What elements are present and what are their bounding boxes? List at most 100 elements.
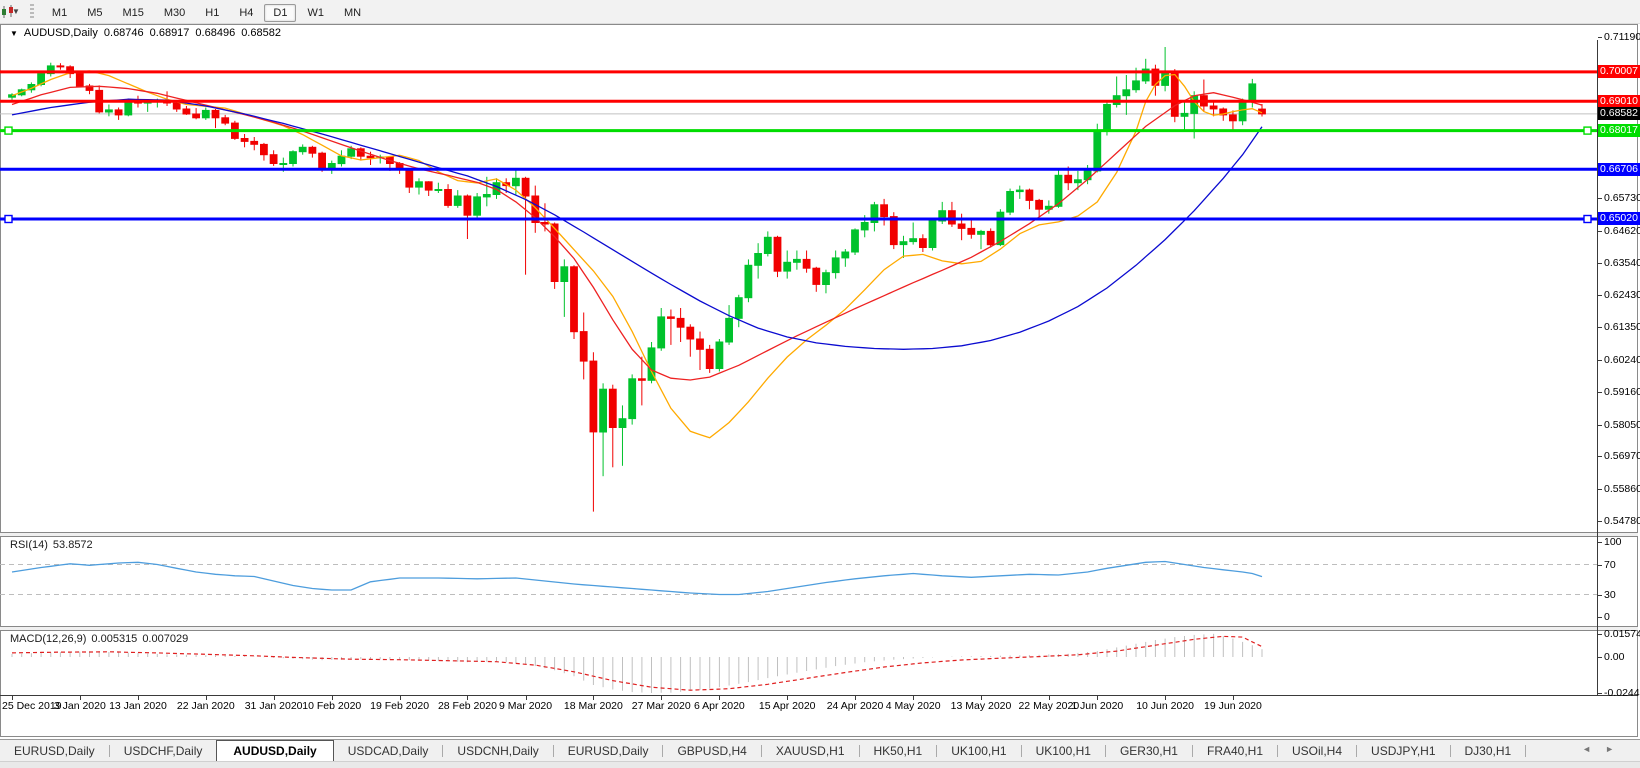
- price-tick-mark: [1598, 198, 1602, 200]
- date-tick-mark: [1097, 696, 1099, 700]
- date-tick-label: 10 Jun 2020: [1136, 700, 1195, 712]
- tab-eurusd-daily[interactable]: EURUSD,Daily: [567, 744, 649, 758]
- date-tick-label: 13 Jan 2020: [109, 700, 167, 712]
- ohlc-high: 0.68917: [149, 27, 190, 39]
- tab-audusd-daily[interactable]: AUDUSD,Daily: [216, 740, 334, 763]
- date-tick-mark: [1165, 696, 1167, 700]
- date-tick-label: 6 Apr 2020: [693, 700, 745, 712]
- tab-separator: [552, 745, 554, 757]
- date-tick-label: 25 Dec 2019: [2, 700, 62, 712]
- tab-eurusd-daily[interactable]: EURUSD,Daily: [14, 744, 95, 758]
- price-tick-mark: [1598, 391, 1602, 393]
- price-tick-mark: [1598, 456, 1602, 458]
- price-badge: 0.70007: [1598, 65, 1640, 79]
- timeframe-button-w1[interactable]: W1: [307, 6, 324, 19]
- price-tick-mark: [1598, 262, 1602, 264]
- date-tick-label: 22 May 2020: [1018, 700, 1080, 712]
- rsi-value: 53.8572: [52, 539, 93, 551]
- timeframe-button-m1[interactable]: M1: [51, 6, 68, 19]
- tab-usdcnh-daily[interactable]: USDCNH,Daily: [457, 744, 539, 758]
- timeframe-button-m5[interactable]: M5: [87, 6, 103, 19]
- macd-plot[interactable]: [0, 630, 1597, 694]
- tab-usdcad-daily[interactable]: USDCAD,Daily: [347, 744, 429, 758]
- collapse-triangle-icon[interactable]: ▼: [10, 28, 18, 38]
- status-strip: [0, 761, 1640, 768]
- price-badge: 0.66706: [1598, 162, 1640, 176]
- tab-separator: [1525, 745, 1527, 757]
- top-toolbar: ▼ M1 M5 M15 M30 H1 H4 D1 W1 MN: [0, 0, 1640, 24]
- timeframe-button-m15[interactable]: M15: [122, 6, 144, 19]
- date-tick-mark: [1048, 696, 1050, 700]
- tab-scroll-right-icon[interactable]: ►: [1605, 744, 1628, 754]
- tab-scroll-left-icon[interactable]: ◄: [1582, 744, 1606, 754]
- date-tick-label: 3 Jan 2020: [53, 700, 106, 712]
- tab-uk100-h1[interactable]: UK100,H1: [951, 744, 1007, 758]
- chart-type-icon[interactable]: [2, 4, 13, 18]
- date-tick-mark: [855, 696, 857, 700]
- toolbar-grip[interactable]: [29, 3, 34, 20]
- tab-separator: [1356, 745, 1358, 757]
- date-tick-mark: [913, 696, 915, 700]
- tab-ger30-h1[interactable]: GER30,H1: [1119, 744, 1178, 758]
- tab-usoil-h4[interactable]: USOil,H4: [1292, 744, 1343, 758]
- tab-fra40-h1[interactable]: FRA40,H1: [1206, 744, 1264, 758]
- date-tick-mark: [137, 696, 139, 700]
- date-tick-label: 31 Jan 2020: [244, 700, 303, 712]
- date-tick-mark: [719, 696, 721, 700]
- price-tick-mark: [1598, 424, 1602, 426]
- date-tick-mark: [79, 696, 81, 700]
- chevron-down-icon[interactable]: ▼: [12, 7, 20, 16]
- ohlc-close: 0.68582: [241, 27, 281, 39]
- date-tick-mark: [399, 696, 401, 700]
- date-tick-label: 10 Feb 2020: [302, 700, 362, 712]
- tab-separator: [442, 745, 444, 757]
- price-tick-label: 100: [1604, 536, 1622, 548]
- timeframe-button-m30[interactable]: M30: [163, 6, 186, 19]
- price-tick-mark: [1598, 230, 1602, 232]
- tab-separator: [108, 745, 110, 757]
- tab-uk100-h1[interactable]: UK100,H1: [1035, 744, 1091, 758]
- price-badge: 0.68017: [1598, 124, 1640, 138]
- timeframe-button-d1[interactable]: D1: [264, 3, 297, 22]
- price-tick-label: 0: [1604, 611, 1610, 623]
- ohlc-low: 0.68496: [195, 27, 236, 39]
- price-tick-label: -0.024412: [1604, 687, 1640, 699]
- tab-gbpusd-h4[interactable]: GBPUSD,H4: [677, 744, 747, 758]
- tab-hk50-h1[interactable]: HK50,H1: [873, 744, 923, 758]
- price-badge: 0.69010: [1598, 94, 1640, 108]
- tab-xauusd-h1[interactable]: XAUUSD,H1: [775, 744, 845, 758]
- tab-usdchf-daily[interactable]: USDCHF,Daily: [123, 744, 203, 758]
- timeframe-button-h4[interactable]: H4: [239, 6, 254, 19]
- tab-separator: [1104, 745, 1106, 757]
- main-chart-plot[interactable]: [0, 40, 1597, 532]
- date-tick-mark: [205, 696, 207, 700]
- timeframe-button-mn[interactable]: MN: [343, 6, 362, 19]
- price-tick-mark: [1598, 520, 1602, 522]
- date-tick-label: 24 Apr 2020: [826, 700, 884, 712]
- price-tick-mark: [1598, 564, 1602, 566]
- price-badge: 0.68582: [1598, 107, 1640, 121]
- price-tick-label: 70: [1604, 558, 1616, 571]
- date-tick-mark: [787, 696, 789, 700]
- price-tick-label: 0.61350: [1604, 321, 1640, 334]
- tab-usdjpy-h1[interactable]: USDJPY,H1: [1371, 744, 1436, 758]
- date-tick-label: 13 May 2020: [950, 700, 1012, 712]
- price-tick-label: 0.62430: [1604, 289, 1640, 302]
- tab-dj30-h1[interactable]: DJ30,H1: [1464, 744, 1512, 758]
- price-tick-label: 0.015741: [1604, 627, 1640, 640]
- panel-splitter[interactable]: [0, 626, 1638, 631]
- panel-splitter[interactable]: [0, 532, 1638, 537]
- rsi-plot[interactable]: [0, 536, 1597, 625]
- rsi-indicator-label: RSI(14) 53.8572: [10, 539, 98, 551]
- date-tick-mark: [467, 696, 469, 700]
- price-tick-label: 0.00: [1604, 651, 1625, 663]
- date-tick-mark: [331, 696, 333, 700]
- price-tick-label: 0.63540: [1604, 256, 1640, 269]
- price-tick-mark: [1598, 542, 1602, 543]
- price-tick-mark: [1598, 489, 1602, 491]
- macd-main-value: 0.005315: [91, 633, 138, 645]
- tab-separator: [662, 745, 664, 757]
- timeframe-button-h1[interactable]: H1: [205, 6, 220, 19]
- macd-name: MACD(12,26,9): [10, 633, 87, 645]
